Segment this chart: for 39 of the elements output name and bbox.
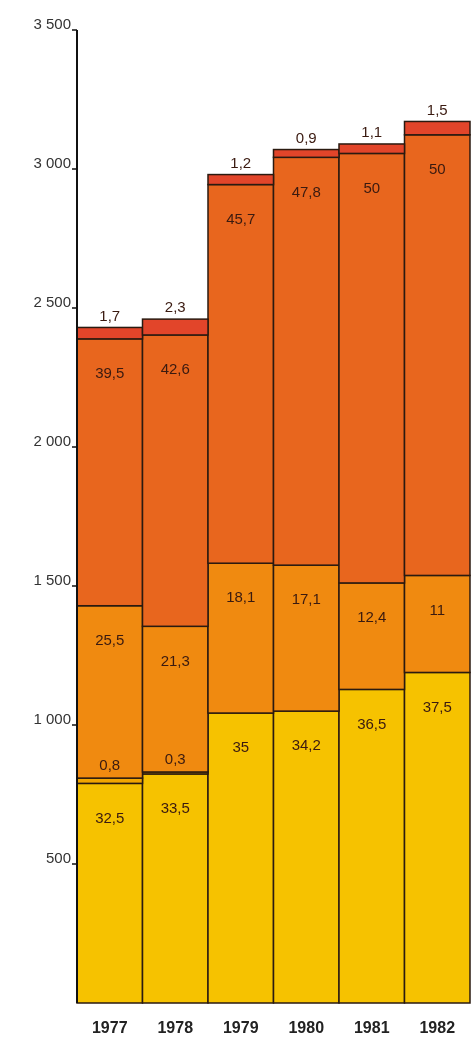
annotation: 1,7 [99,306,121,324]
annotation: 25,5 [95,630,125,648]
y-tick-label: 3 500 [33,14,71,32]
x-tick-label: 1980 [288,1019,325,1036]
x-tick-label: 1978 [157,1019,194,1036]
y-tick-label: 3 000 [33,153,71,171]
annotation: 0,8 [99,756,121,774]
annotation: 35 [232,738,250,756]
annotation: 1,5 [426,100,448,118]
annotation: 50 [363,178,381,196]
annotation: 34,2 [291,736,321,754]
y-tick-label: 1 000 [33,709,71,727]
annotation: 45,7 [226,209,256,227]
annotation: 18,1 [226,588,256,606]
annotation: 2,3 [164,298,186,316]
annotation: 0,3 [164,750,186,768]
x-tick-label: 1977 [91,1019,128,1036]
x-tick-label: 1982 [419,1019,456,1036]
annotation: 37,5 [422,697,452,715]
y-tick-label: 500 [45,848,71,866]
x-tick-label: 1981 [353,1019,390,1036]
annotation: 11 [429,600,446,618]
annotation: 0,9 [295,128,317,146]
annotation: 50 [428,160,446,178]
y-tick-label: 2 500 [33,292,71,310]
y-tick-label: 2 000 [33,431,71,449]
annotation: 36,5 [357,714,387,732]
annotation: 21,3 [160,651,190,669]
annotation: 1,2 [230,153,252,171]
annotation: 12,4 [357,608,387,626]
annotation: 42,6 [160,360,190,378]
annotation: 33,5 [160,799,190,817]
x-tick-label: 1979 [222,1019,259,1036]
annotation: 1,1 [361,123,383,141]
annotation: 17,1 [291,590,321,608]
annotation: 39,5 [95,364,125,382]
annotation: 47,8 [291,182,321,200]
annotation: 32,5 [95,808,125,826]
y-tick-label: 1 500 [33,570,71,588]
